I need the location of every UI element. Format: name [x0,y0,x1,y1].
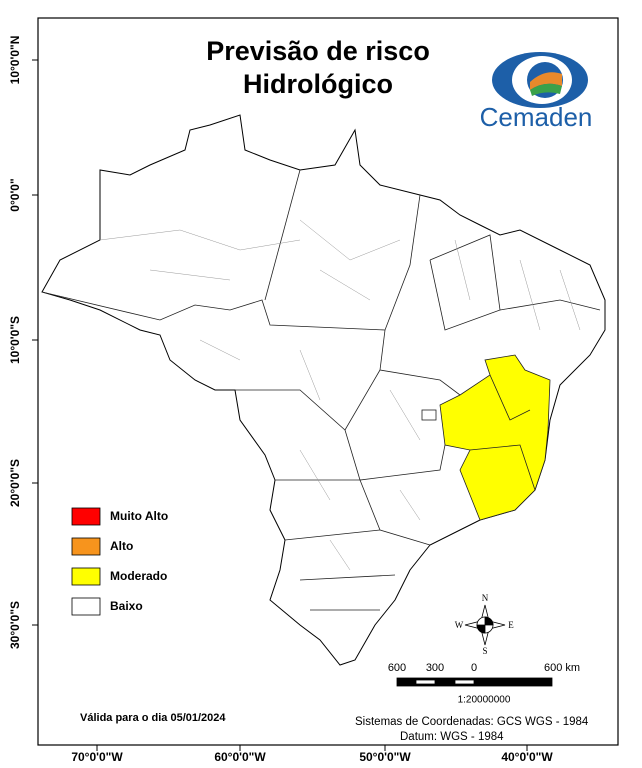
compass-letter: N [482,593,489,603]
latitude-label: 20°0'0"S [8,459,22,507]
compass-rose [464,604,506,646]
longitude-label: 50°0'0"W [359,750,411,764]
longitude-label: 70°0'0"W [71,750,123,764]
compass-letter: E [508,620,514,630]
country-outline [41,114,606,666]
internal-boundaries [41,169,601,611]
legend-label: Muito Alto [110,509,168,523]
latitude-label: 10°0'0"N [8,36,22,85]
scale-bar [396,677,553,687]
compass-letter: S [482,646,487,656]
legend-swatch [71,507,101,526]
logo-icon [492,52,588,108]
legend-swatch [71,567,101,586]
scale-ratio: 1:20000000 [458,695,511,706]
logo-text: Cemaden [480,102,593,132]
moderate-risk-area [439,354,551,521]
legend: Muito Alto Alto Moderado Baixo [71,507,168,616]
graticule-ticks [32,59,528,751]
legend-swatch [71,597,101,616]
legend-label: Alto [110,539,133,553]
title: Hidrológico [243,69,393,99]
latitude-label: 0°0'0" [8,178,22,211]
longitude-label: 40°0'0"W [501,750,553,764]
datum: Datum: WGS - 1984 [400,731,504,743]
legend-label: Moderado [110,569,167,583]
scale-label: 600 [388,662,406,674]
latitude-label: 10°0'0"S [8,316,22,364]
longitude-label: 60°0'0"W [214,750,266,764]
validity-date: Válida para o dia 05/01/2024 [80,712,226,724]
compass-letter: W [455,620,464,630]
scale-label: 0 [471,662,477,674]
legend-label: Baixo [110,599,143,613]
scale-label: 300 [426,662,444,674]
legend-swatch [71,537,101,556]
scale-label: 600 km [544,662,580,674]
coordinate-system: Sistemas de Coordenadas: GCS WGS - 1984 [355,716,589,728]
latitude-label: 30°0'0"S [8,601,22,649]
title: Previsão de risco [206,36,430,66]
